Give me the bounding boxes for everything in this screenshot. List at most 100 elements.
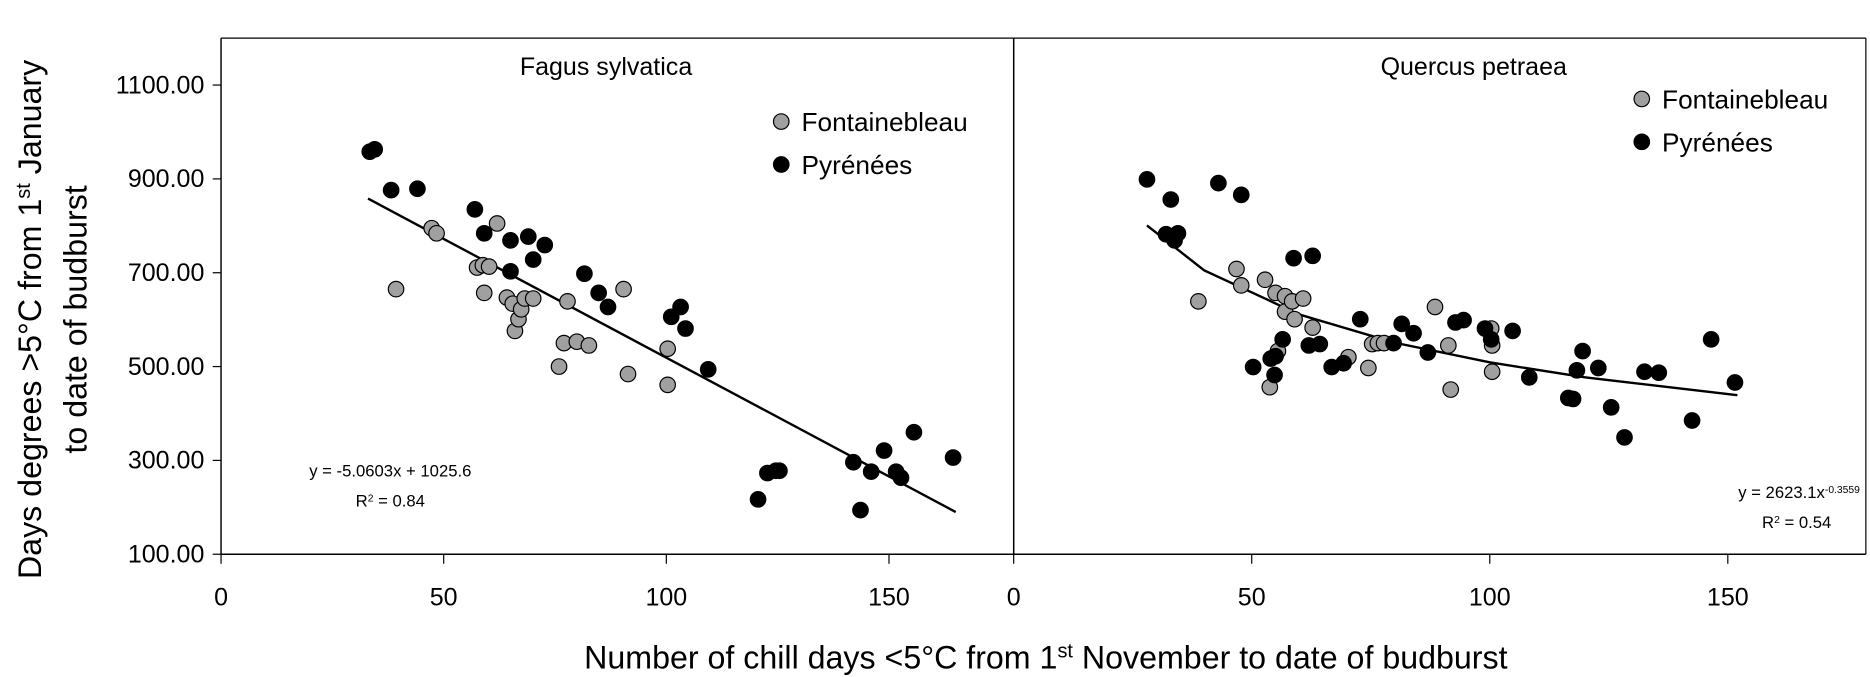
legend-marker [1633, 133, 1651, 151]
x-tick-label: 0 [1007, 583, 1021, 611]
data-point [845, 453, 862, 471]
data-point [1702, 331, 1720, 348]
data-point [1520, 369, 1538, 386]
data-point [1210, 174, 1227, 192]
legend-label: Pyrénées [802, 150, 913, 180]
data-point [366, 140, 384, 158]
data-point [905, 423, 923, 441]
data-point [852, 501, 869, 519]
data-point [1311, 335, 1329, 353]
data-point [1393, 315, 1411, 333]
data-point [580, 337, 598, 354]
data-point [1351, 310, 1369, 328]
superscript: st [13, 183, 35, 199]
legend-label: Fontainebleau [1662, 84, 1828, 114]
data-point [382, 181, 400, 199]
data-point [1426, 298, 1444, 316]
data-point [1360, 359, 1377, 377]
text-part: y = -5.0603x + 1025.6 [309, 462, 471, 481]
data-point [1190, 293, 1207, 310]
text-part: y = 2623.1x [1738, 483, 1825, 502]
text-part: = 0.54 [1780, 513, 1831, 532]
data-point [1602, 399, 1620, 416]
text-part: R [1762, 513, 1774, 532]
x-axis-label: Number of chill days <5°C from 1st Novem… [584, 640, 1507, 676]
data-point [387, 280, 405, 298]
data-point [599, 298, 617, 316]
text-part: R [356, 492, 368, 511]
text-part: November to date of budburst [1073, 640, 1508, 676]
legend-label: Pyrénées [1662, 127, 1773, 157]
data-point [677, 320, 694, 337]
data-point [502, 232, 519, 249]
data-point [1232, 186, 1250, 204]
data-point [1616, 429, 1633, 446]
data-point [480, 258, 498, 275]
data-point [536, 236, 554, 254]
data-point [524, 251, 542, 268]
data-point [619, 365, 637, 383]
data-point [1636, 363, 1653, 381]
chart-title: Quercus petraea [1381, 53, 1567, 81]
data-point [1483, 363, 1501, 381]
data-point [1286, 310, 1303, 328]
y-tick-label: 900.00 [128, 165, 205, 193]
data-point [659, 376, 677, 394]
legend-label: Fontainebleau [802, 107, 968, 137]
y-axis-label: to date of budburst [57, 185, 93, 453]
data-point [1256, 271, 1274, 289]
r-squared: R2 = 0.54 [1762, 513, 1831, 532]
superscript: st [1057, 641, 1073, 663]
data-point [428, 224, 445, 242]
data-point [488, 215, 506, 232]
data-point [1285, 249, 1302, 267]
data-point [1335, 354, 1352, 372]
data-point [1574, 342, 1591, 360]
data-point [892, 469, 910, 487]
data-point [466, 201, 484, 218]
data-point [1568, 361, 1586, 379]
data-point [1439, 337, 1457, 354]
y-tick-label: 700.00 [128, 259, 205, 287]
text-part: Days degrees >5°C from 1 [12, 199, 48, 579]
data-point [1232, 277, 1250, 294]
x-tick-label: 50 [430, 583, 458, 611]
y-tick-label: 500.00 [128, 353, 205, 381]
data-point [1589, 359, 1607, 377]
superscript: -0.3559 [1825, 485, 1860, 496]
y-tick-label: 1100.00 [116, 71, 205, 99]
legend-marker [1633, 90, 1651, 108]
data-point [1267, 347, 1284, 365]
data-point [590, 284, 607, 302]
data-point [1405, 324, 1422, 342]
chart-title: Fagus sylvatica [520, 53, 692, 81]
data-point [576, 265, 593, 283]
data-point [475, 224, 493, 242]
data-point [502, 262, 519, 280]
data-point [519, 228, 537, 245]
data-point [1726, 374, 1744, 391]
data-point [1419, 344, 1437, 361]
x-tick-label: 150 [868, 583, 910, 611]
data-point [1385, 334, 1402, 352]
data-point [1244, 358, 1262, 376]
data-point [559, 293, 576, 310]
r-squared: R2 = 0.84 [356, 492, 425, 511]
data-point [524, 290, 542, 307]
data-point [1138, 171, 1156, 188]
data-point [875, 442, 893, 459]
data-point [1442, 381, 1460, 398]
x-tick-label: 100 [1469, 583, 1511, 611]
data-point [672, 298, 689, 316]
x-tick-label: 50 [1238, 583, 1266, 611]
data-point [1564, 390, 1582, 408]
text-part: January [12, 59, 48, 183]
data-point [1162, 191, 1180, 208]
data-point [1482, 331, 1500, 348]
text-part: = 0.84 [373, 492, 424, 511]
data-point [771, 462, 788, 480]
data-point [699, 361, 717, 378]
data-point [1650, 364, 1668, 382]
data-point [862, 463, 880, 481]
